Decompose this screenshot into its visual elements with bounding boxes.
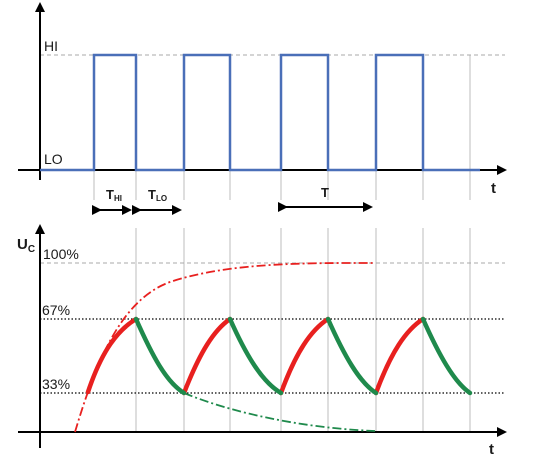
uc-axis-label: UC: [17, 236, 35, 255]
lo-label: LO: [44, 151, 63, 167]
tlo-dimension: TLO: [132, 187, 182, 215]
hi-label: HI: [44, 38, 58, 54]
tlo-label: TLO: [148, 187, 167, 203]
period-label: T: [321, 185, 329, 200]
thi-dimension: THI: [92, 187, 132, 215]
discharge-segments: [133, 316, 473, 396]
square-wave: [40, 53, 480, 172]
capacitor-voltage-plot: UC 100% 67% 33% t: [17, 224, 507, 458]
pct-100-label: 100%: [43, 246, 79, 262]
top-t-axis-label: t: [491, 180, 496, 197]
thi-label: THI: [106, 187, 122, 203]
pct-67-label: 67%: [42, 302, 70, 318]
full-charge-curve: [74, 262, 376, 433]
square-wave-plot: HI LO t THI TLO T: [18, 2, 507, 215]
full-discharge-curve: [183, 392, 376, 432]
bottom-t-axis-label: t: [489, 441, 494, 458]
bottom-vertical-gridlines: [135, 228, 471, 432]
charge-segments: [85, 316, 426, 396]
period-dimension: T: [278, 185, 373, 212]
pct-33-label: 33%: [42, 376, 70, 392]
